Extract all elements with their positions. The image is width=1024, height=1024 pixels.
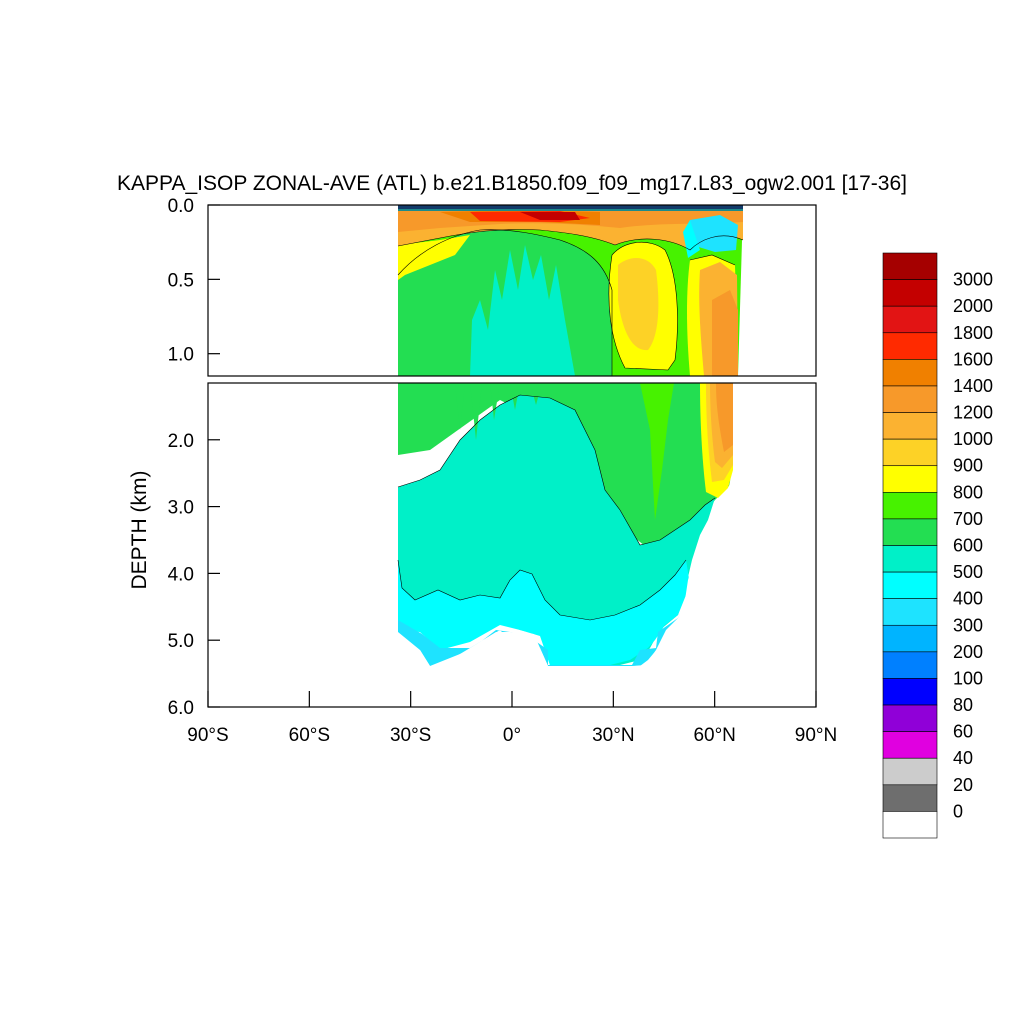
- colorbar-label: 200: [953, 642, 983, 662]
- colorbar-swatch: [882, 359, 938, 387]
- x-tick-label: 0°: [503, 725, 521, 746]
- contour-400-500-lower: [398, 560, 690, 665]
- colorbar-label: 700: [953, 509, 983, 529]
- x-tick-label: 90°N: [795, 725, 837, 746]
- colorbar-label: 80: [953, 695, 973, 715]
- colorbar-label: 1600: [953, 349, 993, 369]
- x-tick-label: 90°S: [187, 725, 228, 746]
- colorbar-swatch: [882, 492, 938, 520]
- upper-panel-frame: [207, 204, 817, 377]
- x-tick-label: 30°N: [592, 725, 634, 746]
- colorbar-label: 100: [953, 668, 983, 688]
- lower-panel-field: [398, 383, 816, 707]
- y-tick-label: 0.5: [168, 270, 194, 291]
- y-tick-label: 0.0: [168, 196, 194, 217]
- colorbar-swatch: [882, 279, 938, 307]
- contour-line-lower-1: [397, 394, 716, 546]
- colorbar-label: 500: [953, 562, 983, 582]
- contour-line-upper-3: [689, 254, 736, 266]
- y-tick-label: 3.0: [168, 498, 194, 519]
- y-axis-label: DEPTH (km): [128, 471, 151, 590]
- surface-layer: [398, 205, 743, 209]
- colorbar-label: 900: [953, 456, 983, 476]
- upper-panel-field: [398, 205, 743, 376]
- colorbar: 3000200018001600140012001000900800700600…: [882, 252, 993, 839]
- surface-layer-teal: [398, 209, 743, 211]
- contour-line-upper-2: [608, 241, 678, 371]
- colorbar-label: 600: [953, 536, 983, 556]
- x-tick-label: 60°N: [693, 725, 735, 746]
- colorbar-swatch: [882, 412, 938, 440]
- colorbar-label: 2000: [953, 296, 993, 316]
- contour-1200-1400-upper-east: [712, 290, 738, 376]
- colorbar-swatch: [882, 598, 938, 626]
- x-tick-label: 60°S: [289, 725, 330, 746]
- colorbar-swatch: [882, 571, 938, 599]
- colorbar-label: 20: [953, 775, 973, 795]
- colorbar-swatch: [882, 385, 938, 413]
- contour-lines: [397, 229, 744, 621]
- contour-900-1000-upper-mid: [618, 258, 659, 351]
- contour-1200-1400-lower-east: [716, 383, 733, 452]
- colorbar-label: 1000: [953, 429, 993, 449]
- colorbar-label: 0: [953, 801, 963, 821]
- y-tick-label: 2.0: [168, 431, 194, 452]
- colorbar-swatch: [882, 518, 938, 546]
- contour-500-600-upper-plumes: [470, 245, 575, 376]
- contour-400-500-upper-east: [690, 215, 738, 252]
- contour-600-700-lower-streaks: [455, 383, 542, 440]
- contour-300-400-lower: [398, 505, 718, 666]
- colorbar-swatch: [882, 757, 938, 786]
- colorbar-swatch: [882, 731, 938, 759]
- colorbar-swatch: [882, 811, 938, 839]
- colorbar-swatch: [882, 305, 938, 334]
- colorbar-swatch: [882, 651, 938, 679]
- contour-1800-3000-upper-top: [520, 212, 580, 220]
- seafloor-topography: [398, 383, 816, 707]
- colorbar-swatch: [882, 465, 938, 493]
- contour-line-upper-1: [397, 229, 613, 376]
- colorbar-swatch: [882, 438, 938, 467]
- chart-title: KAPPA_ISOP ZONAL-AVE (ATL) b.e21.B1850.f…: [117, 172, 907, 195]
- colorbar-swatch: [882, 252, 938, 280]
- contour-700-800-lower-streaks: [640, 383, 674, 520]
- colorbar-label: 1400: [953, 376, 993, 396]
- y-tick-label: 5.0: [168, 631, 194, 652]
- colorbar-swatch: [882, 332, 938, 360]
- y-tick-label: 4.0: [168, 564, 194, 585]
- colorbar-label: 800: [953, 482, 983, 502]
- axis-ticks: [207, 204, 817, 708]
- colorbar-label: 60: [953, 722, 973, 742]
- x-tick-labels: 90°S 60°S 30°S 0° 30°N 60°N 90°N: [187, 725, 837, 746]
- colorbar-label: 3000: [953, 270, 993, 290]
- colorbar-swatch: [882, 784, 938, 812]
- colorbar-label: 300: [953, 615, 983, 635]
- y-tick-labels: 0.0 0.5 1.0 2.0 3.0 4.0 5.0 6.0: [168, 196, 194, 719]
- colorbar-label: 1200: [953, 403, 993, 423]
- colorbar-swatch: [882, 678, 938, 706]
- contour-line-upper-4: [397, 229, 744, 251]
- colorbar-swatch: [882, 545, 938, 573]
- contour-line-lower-2: [397, 559, 687, 621]
- x-tick-label: 30°S: [390, 725, 431, 746]
- y-tick-label: 6.0: [168, 698, 194, 719]
- colorbar-label: 1800: [953, 323, 993, 343]
- colorbar-swatch: [882, 704, 938, 732]
- contour-800-900-upper-left: [398, 235, 470, 280]
- colorbar-label: 40: [953, 748, 973, 768]
- y-tick-label: 1.0: [168, 345, 194, 366]
- colorbar-label: 400: [953, 589, 983, 609]
- colorbar-swatch: [882, 624, 938, 653]
